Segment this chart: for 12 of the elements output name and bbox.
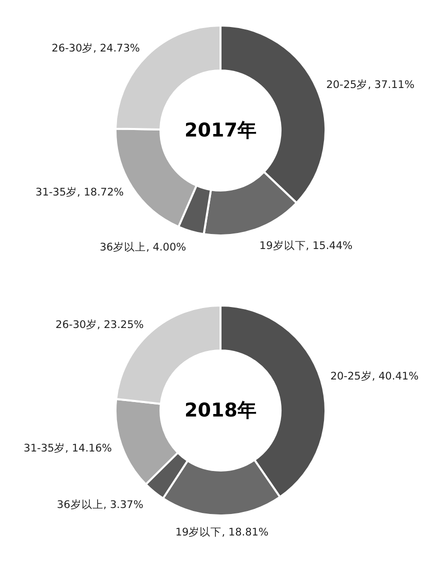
slice-label: 36岁以上, 3.37% [56, 498, 144, 511]
slice-label: 19岁以下, 15.44% [259, 239, 353, 252]
slice-label: 26-30岁, 23.25% [56, 318, 144, 331]
slice-label: 19岁以下, 18.81% [175, 525, 268, 538]
slice-label: 26-30岁, 24.73% [52, 42, 140, 54]
slice-label: 31-35岁, 18.72% [36, 186, 124, 199]
text: 2017年 [184, 120, 256, 142]
slice-label: 20-25岁, 40.41% [330, 370, 419, 382]
slice-label: 36岁以上, 4.00% [100, 240, 186, 254]
text: 2018年 [184, 400, 256, 422]
slice-label: 20-25岁, 37.11% [326, 79, 414, 92]
slice-label: 31-35岁, 14.16% [24, 442, 112, 454]
